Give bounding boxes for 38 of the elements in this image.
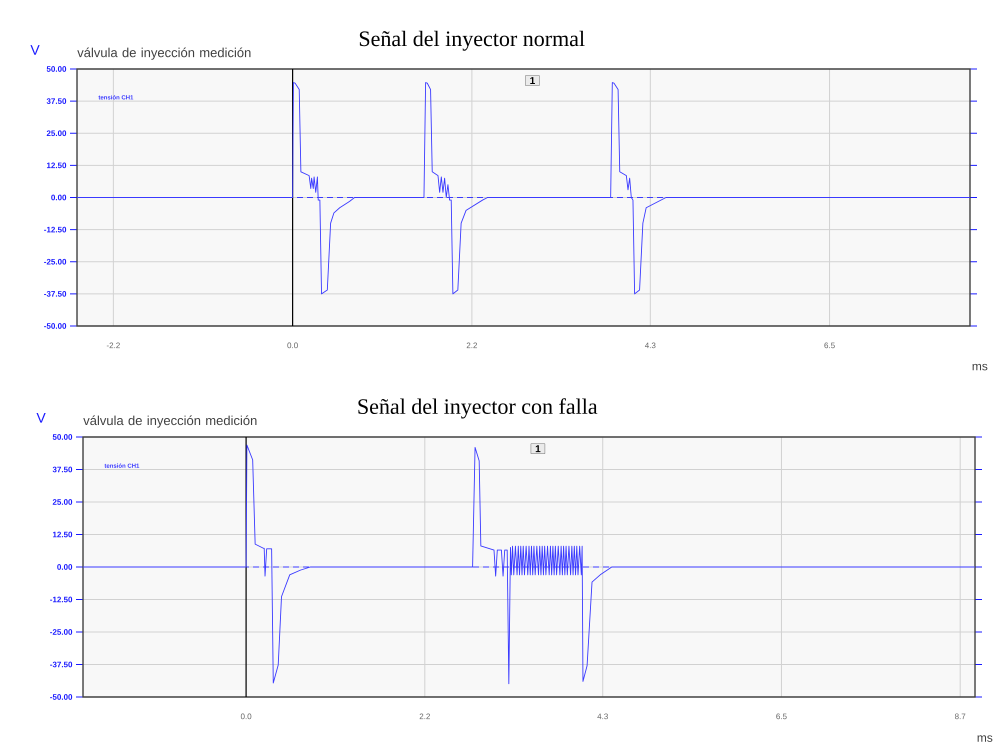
y-axis-title: V: [36, 412, 46, 423]
x-axis-title: ms: [972, 364, 988, 370]
y-tick-label: 25.00: [46, 130, 66, 136]
x-tick-label: 4.3: [597, 714, 608, 720]
x-tick-label: 8.7: [954, 714, 966, 720]
y-tick-label: 0.00: [57, 564, 72, 570]
x-tick-label: 0.0: [287, 342, 298, 348]
y-tick-label: -25.00: [50, 629, 72, 635]
y-tick-label: 12.50: [46, 162, 66, 168]
y-tick-label: -37.50: [44, 291, 66, 297]
chart-title: Señal del inyector con falla: [358, 398, 598, 419]
y-axis-title: V: [30, 45, 40, 55]
x-tick-label: 6.5: [776, 714, 787, 720]
y-tick-label: -25.00: [44, 258, 66, 265]
y-tick-label: -12.50: [44, 226, 66, 232]
y-tick-label: 12.50: [52, 532, 72, 538]
x-tick-label: 4.3: [644, 342, 656, 348]
chart-subtitle: válvula de inyección medición: [83, 415, 256, 428]
y-tick-label: 50.00: [46, 66, 66, 72]
annotation: 1: [530, 77, 535, 84]
x-tick-label: 2.2: [420, 714, 430, 720]
y-tick-label: -50.00: [44, 323, 66, 329]
y-tick-label: 25.00: [52, 499, 72, 505]
x-tick-label: 2.2: [466, 342, 478, 348]
x-tick-label: 0.0: [240, 714, 252, 720]
y-tick-label: -50.00: [50, 694, 72, 700]
y-tick-label: 37.50: [52, 466, 72, 472]
x-tick-label: -2.2: [106, 342, 120, 348]
y-tick-label: -12.50: [50, 596, 72, 602]
x-axis-title: ms: [978, 735, 992, 742]
y-tick-label: 37.50: [46, 98, 66, 104]
y-tick-label: 0.00: [51, 194, 66, 200]
x-tick-label: 6.5: [824, 342, 835, 348]
annotation: 1: [536, 445, 540, 452]
y-tick-label: -37.50: [50, 662, 72, 668]
chart-title: Señal del inyector normal: [360, 30, 585, 51]
y-tick-label: 50.00: [52, 434, 72, 440]
chart-subtitle: válvula de inyección medición: [77, 48, 250, 60]
